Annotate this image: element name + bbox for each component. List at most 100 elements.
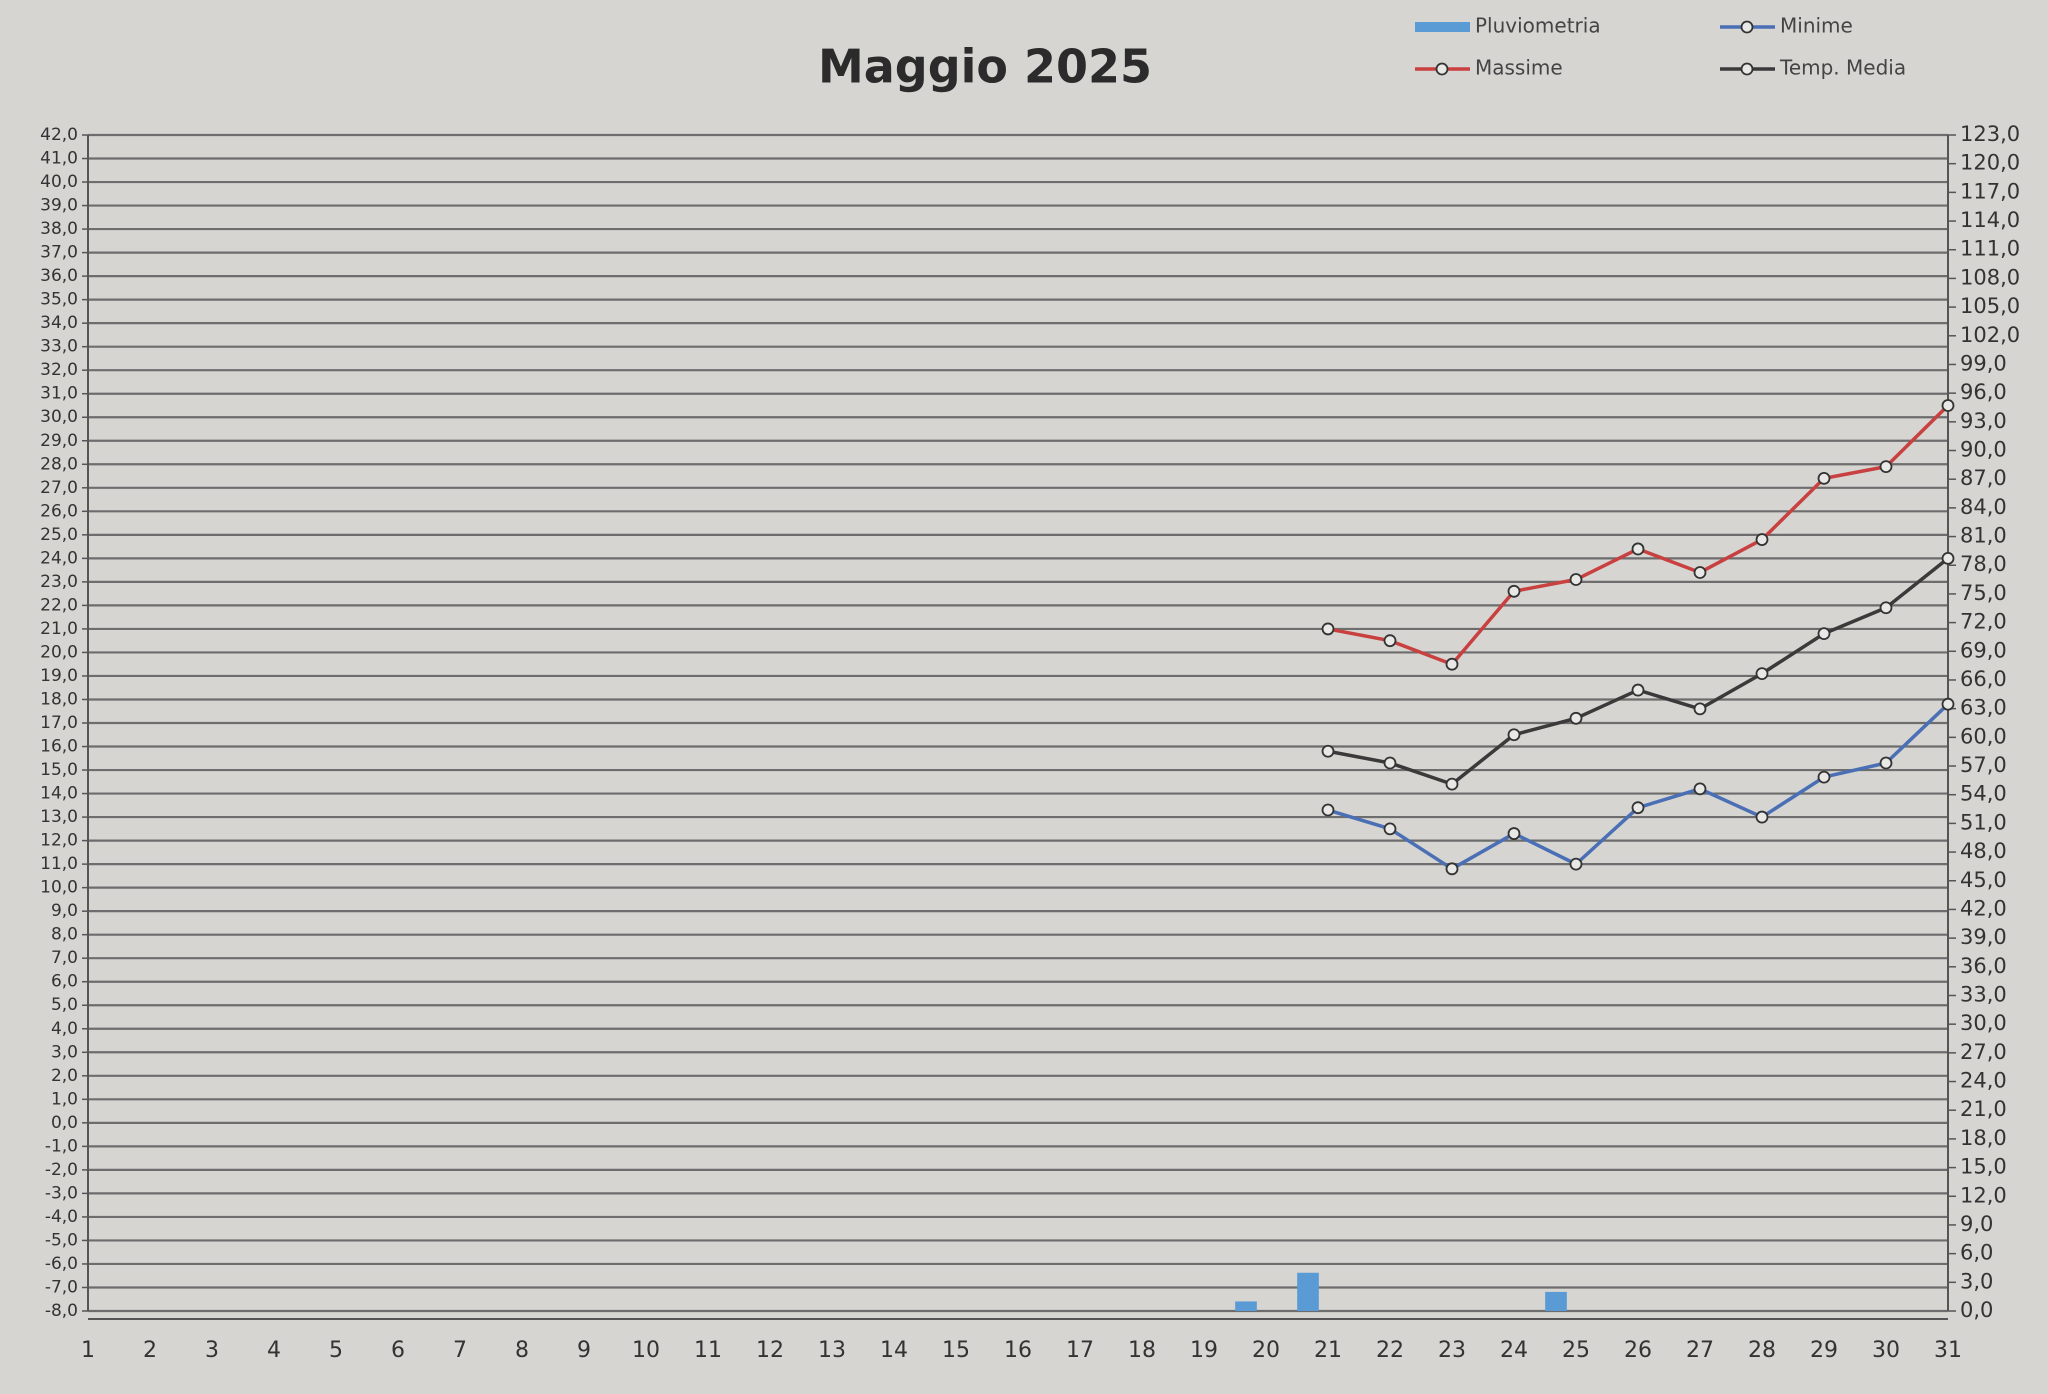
y2-tick-label: 99,0 xyxy=(1960,351,2007,375)
y2-tick-label: 33,0 xyxy=(1960,982,2007,1006)
y-tick-label: 5,0 xyxy=(51,995,78,1015)
legend-label: Minime xyxy=(1780,14,1853,38)
x-tick-label: 4 xyxy=(267,1338,281,1363)
y-tick-label: 36,0 xyxy=(40,266,78,286)
y2-tick-label: 63,0 xyxy=(1960,696,2007,720)
y-tick-label: 30,0 xyxy=(40,407,78,427)
y2-tick-label: 120,0 xyxy=(1960,151,2020,175)
y-tick-label: 6,0 xyxy=(51,972,78,992)
point xyxy=(1445,777,1459,791)
y-tick-label: 4,0 xyxy=(51,1019,78,1039)
x-tick-label: 17 xyxy=(1066,1338,1094,1363)
point xyxy=(1507,827,1521,840)
y-tick-label: -7,0 xyxy=(45,1277,78,1297)
y-tick-label: 0,0 xyxy=(51,1113,78,1133)
point xyxy=(1631,683,1645,697)
x-tick-label: 19 xyxy=(1190,1338,1218,1363)
y2-tick-label: 108,0 xyxy=(1960,265,2020,289)
y2-tick-label: 48,0 xyxy=(1960,839,2007,863)
y-tick-label: -2,0 xyxy=(45,1160,78,1180)
y2-tick-label: 114,0 xyxy=(1960,208,2020,232)
point xyxy=(1879,601,1893,615)
point xyxy=(1321,622,1335,636)
y2-tick-label: 12,0 xyxy=(1960,1183,2007,1207)
y-tick-label: 11,0 xyxy=(40,854,78,874)
point xyxy=(1507,584,1521,598)
y2-tick-label: 18,0 xyxy=(1960,1126,2007,1150)
chart-title: Maggio 2025 xyxy=(818,40,1152,94)
y-tick-label: 2,0 xyxy=(51,1066,78,1086)
point xyxy=(1817,471,1831,485)
y-tick-label: 35,0 xyxy=(40,290,78,310)
y-tick-label: 27,0 xyxy=(40,478,78,498)
point xyxy=(1631,801,1645,815)
y2-tick-label: 24,0 xyxy=(1960,1069,2007,1093)
point xyxy=(1817,627,1831,641)
y2-tick-label: 9,0 xyxy=(1960,1212,1993,1236)
y2-tick-label: 102,0 xyxy=(1960,323,2020,347)
y2-tick-label: 72,0 xyxy=(1960,610,2007,634)
y-tick-label: -4,0 xyxy=(45,1207,78,1227)
y-tick-label: -1,0 xyxy=(45,1136,78,1156)
point xyxy=(1445,862,1459,876)
point xyxy=(1569,857,1583,871)
y-tick-label: 33,0 xyxy=(40,337,78,357)
y-tick-label: -5,0 xyxy=(45,1230,78,1250)
x-tick-label: 6 xyxy=(391,1338,405,1363)
x-tick-label: 30 xyxy=(1872,1338,1900,1363)
legend-marker xyxy=(1740,20,1754,34)
y2-tick-label: 6,0 xyxy=(1960,1241,1993,1265)
x-tick-label: 3 xyxy=(205,1338,219,1363)
y-tick-label: 25,0 xyxy=(40,525,78,545)
y-tick-label: 26,0 xyxy=(40,501,78,521)
y-tick-label: 21,0 xyxy=(40,619,78,639)
y-tick-label: -6,0 xyxy=(45,1254,78,1274)
y-tick-label: -3,0 xyxy=(45,1183,78,1203)
point xyxy=(1941,399,1955,412)
x-tick-label: 23 xyxy=(1438,1338,1466,1363)
x-tick-label: 20 xyxy=(1252,1338,1280,1363)
y-tick-label: 41,0 xyxy=(40,149,78,169)
y2-tick-label: 54,0 xyxy=(1960,782,2007,806)
y-tick-label: 20,0 xyxy=(40,642,78,662)
point xyxy=(1693,782,1707,796)
x-tick-label: 31 xyxy=(1934,1338,1962,1363)
x-tick-label: 8 xyxy=(515,1338,529,1363)
y-tick-label: 16,0 xyxy=(40,737,78,757)
y-tick-label: 38,0 xyxy=(40,219,78,239)
y2-tick-label: 45,0 xyxy=(1960,868,2007,892)
point xyxy=(1321,803,1335,817)
point xyxy=(1383,822,1397,836)
point xyxy=(1755,667,1769,681)
legend-marker xyxy=(1435,62,1449,76)
x-tick-label: 27 xyxy=(1686,1338,1714,1363)
x-tick-label: 22 xyxy=(1376,1338,1404,1363)
y2-tick-label: 96,0 xyxy=(1960,380,2007,404)
y2-tick-label: 21,0 xyxy=(1960,1097,2007,1121)
y-tick-label: 10,0 xyxy=(40,878,78,898)
y2-tick-label: 42,0 xyxy=(1960,896,2007,920)
legend-label: Pluviometria xyxy=(1475,14,1601,38)
bar xyxy=(1297,1272,1319,1311)
y-tick-label: 31,0 xyxy=(40,384,78,404)
y-tick-label: 28,0 xyxy=(40,454,78,474)
x-tick-label: 16 xyxy=(1004,1338,1032,1363)
y-tick-label: -8,0 xyxy=(45,1301,78,1321)
x-tick-label: 13 xyxy=(818,1338,846,1363)
point xyxy=(1507,728,1521,742)
x-tick-label: 2 xyxy=(143,1338,157,1363)
point xyxy=(1755,810,1769,824)
y-tick-label: 34,0 xyxy=(40,313,78,333)
y2-tick-label: 93,0 xyxy=(1960,409,2007,433)
point xyxy=(1569,573,1583,586)
x-tick-label: 25 xyxy=(1562,1338,1590,1363)
y2-tick-label: 27,0 xyxy=(1960,1040,2007,1064)
y-tick-label: 39,0 xyxy=(40,196,78,216)
point xyxy=(1383,756,1397,770)
y-tick-label: 17,0 xyxy=(40,713,78,733)
y-tick-label: 13,0 xyxy=(40,807,78,827)
y-tick-label: 8,0 xyxy=(51,925,78,945)
point xyxy=(1941,697,1955,711)
